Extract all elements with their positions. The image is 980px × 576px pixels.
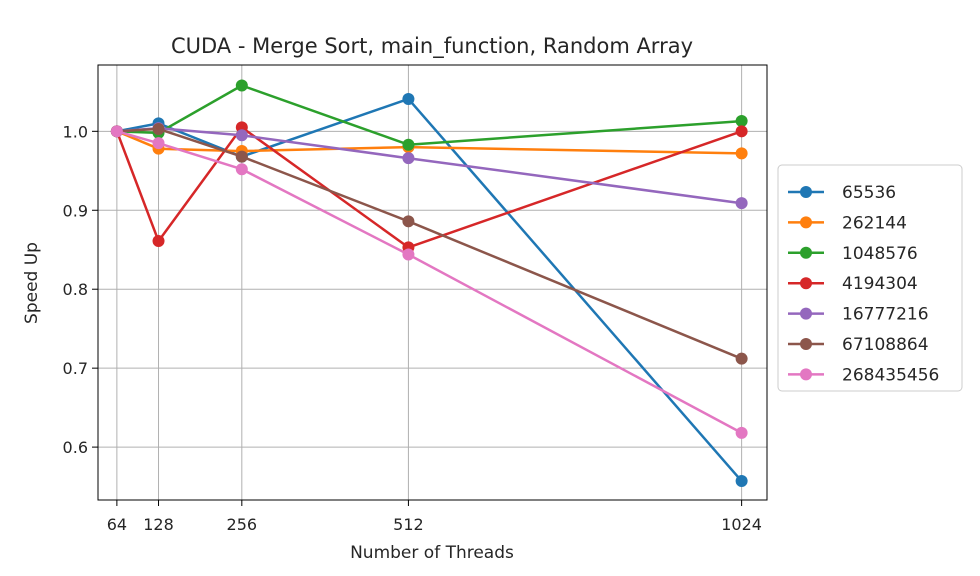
data-point	[235, 79, 248, 92]
x-tick-label: 128	[143, 515, 174, 534]
series-line	[116, 126, 742, 205]
data-point	[402, 138, 415, 151]
x-tick-label: 1024	[721, 515, 762, 534]
series-lines	[110, 79, 748, 488]
data-point	[735, 125, 748, 138]
legend-item: 16777216	[788, 305, 929, 325]
legend: 65536 262144 1048576 4194304 16777216 6710886…	[777, 164, 963, 392]
x-tick-label: 512	[393, 515, 424, 534]
legend-item: 65536	[788, 183, 896, 203]
y-tick-label: 0.6	[63, 438, 88, 457]
data-point	[152, 122, 165, 135]
data-point	[402, 215, 415, 228]
series-line	[116, 130, 743, 435]
x-axis: 64 128 256 512 1024	[107, 500, 762, 534]
x-axis-label: Number of Threads	[350, 543, 514, 563]
legend-item: 1048576	[788, 244, 918, 264]
legend-marker	[800, 216, 812, 229]
y-tick-label: 0.7	[63, 359, 88, 378]
plot-frame	[97, 64, 768, 501]
data-point	[402, 248, 415, 261]
x-tick-label: 256	[227, 515, 258, 534]
legend-label: 67108864	[842, 335, 929, 355]
data-point	[735, 115, 748, 128]
series-268435456	[110, 125, 748, 439]
grid	[98, 65, 767, 500]
y-axis: 0.6 0.7 0.8 0.9 1.0	[63, 122, 98, 457]
legend-label: 16777216	[842, 305, 929, 325]
data-point	[735, 426, 748, 439]
data-point	[152, 137, 165, 150]
legend-label: 65536	[842, 183, 896, 203]
series-line	[116, 84, 742, 146]
series-line	[116, 97, 743, 482]
data-point	[735, 197, 748, 210]
legend-marker	[800, 368, 812, 381]
data-point	[235, 163, 248, 176]
y-tick-label: 0.9	[63, 201, 88, 220]
y-tick-label: 0.8	[63, 280, 88, 299]
legend-marker	[800, 246, 812, 259]
data-point	[735, 475, 748, 488]
data-point	[235, 129, 248, 142]
data-point	[402, 92, 415, 105]
legend-marker	[800, 277, 812, 290]
legend-item: 67108864	[788, 335, 929, 355]
x-tick-label: 64	[107, 515, 127, 534]
legend-label: 268435456	[842, 365, 939, 385]
chart-title: CUDA - Merge Sort, main_function, Random…	[171, 34, 693, 59]
data-point	[152, 235, 165, 248]
data-point	[402, 152, 415, 165]
data-point	[235, 150, 248, 163]
legend-label: 262144	[842, 213, 907, 233]
legend-label: 1048576	[842, 244, 918, 264]
legend-item: 268435456	[788, 365, 939, 385]
legend-marker	[800, 338, 812, 350]
legend-marker	[800, 307, 812, 320]
y-axis-label: Speed Up	[22, 242, 42, 324]
y-tick-label: 1.0	[63, 122, 88, 141]
series-1048576	[110, 79, 748, 151]
data-point	[110, 125, 123, 138]
legend-label: 4194304	[842, 274, 918, 294]
legend-marker	[800, 186, 812, 198]
legend-item: 4194304	[788, 274, 918, 294]
data-point	[735, 147, 748, 160]
series-16777216	[110, 122, 748, 210]
legend-item: 262144	[788, 213, 907, 233]
data-point	[735, 352, 748, 365]
